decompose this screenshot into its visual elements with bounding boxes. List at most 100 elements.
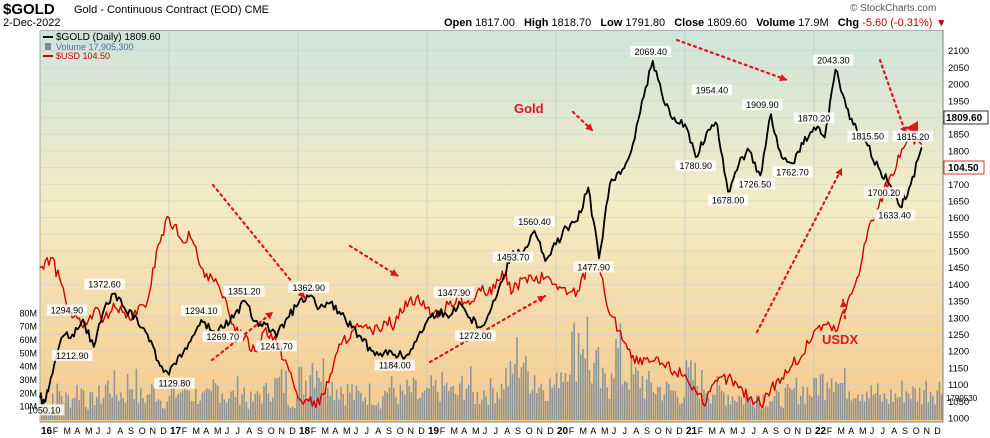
- volume-bar: [698, 398, 701, 420]
- gold-point: [555, 243, 557, 245]
- x-tick-label: F: [827, 426, 833, 436]
- volume-bar: [234, 397, 237, 420]
- price-label: 1184.00: [379, 361, 411, 371]
- usd-point: [447, 303, 450, 306]
- volume-bar: [404, 394, 406, 420]
- volume-bar: [518, 377, 520, 420]
- x-tick-label: J: [365, 426, 370, 436]
- gold-point: [103, 307, 106, 309]
- volume-bar: [806, 387, 809, 420]
- volume-bar: [322, 358, 325, 420]
- x-tick-label: D: [418, 426, 425, 436]
- x-tick-label: J: [225, 426, 230, 436]
- volume-bar: [208, 389, 210, 420]
- price-label: 2043.30: [817, 56, 850, 66]
- volume-bar: [164, 408, 166, 420]
- symbol: $GOLD: [3, 1, 55, 18]
- volume-bar: [855, 398, 857, 420]
- volume-bar: [874, 393, 877, 420]
- volume-bar: [775, 390, 778, 420]
- volume-bar: [544, 401, 547, 420]
- volume-bar: [261, 403, 263, 420]
- usd-point: [738, 387, 740, 389]
- gold-point: [44, 400, 47, 402]
- volume-bar: [236, 376, 239, 420]
- volume-bar: [364, 397, 366, 420]
- usd-point: [103, 317, 106, 319]
- volume-bar: [555, 373, 558, 420]
- volume-bar: [525, 356, 527, 420]
- x-tick-label: 22: [815, 426, 827, 437]
- volume-bar: [742, 404, 745, 420]
- volume-bar: [201, 392, 204, 420]
- volume-bar: [142, 397, 144, 420]
- volume-bar: [126, 374, 129, 420]
- volume-bar: [833, 391, 835, 420]
- volume-bar: [538, 387, 540, 420]
- gold-point: [71, 333, 73, 336]
- volume-bar: [366, 404, 369, 420]
- usd-point: [93, 310, 95, 312]
- volume-bar: [665, 381, 668, 420]
- volume-bar: [584, 358, 586, 420]
- volume-bar: [254, 393, 256, 420]
- gold-point: [125, 310, 127, 312]
- y-tick-label: 1050: [948, 397, 969, 408]
- volume-bar: [817, 395, 820, 420]
- gold-point: [351, 327, 353, 329]
- volume-bar: [280, 369, 283, 420]
- usd-point: [748, 397, 751, 399]
- volume-bar: [100, 403, 102, 420]
- x-tick-label: J: [870, 426, 875, 436]
- volume-bar: [657, 387, 659, 420]
- price-label-bg: [847, 130, 888, 142]
- usd-point: [641, 364, 643, 366]
- price-label: 1269.70: [207, 332, 240, 342]
- volume-bar: [692, 380, 694, 420]
- volume-bar: [241, 394, 243, 420]
- volume-bar: [839, 382, 842, 420]
- gold-point: [179, 354, 181, 356]
- price-chart: 1050.10 1212.90 1294.90 1372.60 1129.80 1294.…: [19, 30, 989, 437]
- volume-bar: [802, 386, 804, 420]
- volume-bar: [465, 388, 468, 420]
- usd-point: [533, 280, 536, 282]
- volume-bar: [643, 398, 646, 420]
- gold-point: [415, 340, 417, 342]
- volume-bar: [566, 381, 569, 420]
- x-tick-label: N: [537, 426, 544, 436]
- trend-arrow-head: [390, 269, 398, 276]
- volume-bar: [852, 398, 855, 420]
- trend-arrows: [210, 38, 918, 364]
- x-tick-label: A: [461, 426, 467, 436]
- x-tick-label: F: [698, 426, 704, 436]
- volume-bar: [386, 392, 388, 420]
- volume-bar: [135, 368, 138, 420]
- volume-bar: [426, 387, 428, 420]
- usd-point: [437, 317, 439, 319]
- y-tick-label: 1400: [948, 280, 969, 291]
- usd-point: [480, 290, 482, 292]
- volume-bar: [344, 405, 347, 420]
- volume-bar: [868, 398, 870, 420]
- volume-bar: [252, 401, 254, 420]
- usd-point: [662, 364, 665, 366]
- usd-point: [243, 337, 245, 339]
- x-tick-label: D: [547, 426, 554, 436]
- usd-point: [867, 230, 869, 232]
- legend-gold: $GOLD (Daily) 1809.60: [56, 32, 161, 43]
- gold-point: [759, 174, 761, 176]
- x-tick-label: F: [440, 426, 446, 436]
- volume-bar: [401, 390, 404, 420]
- volume-bar: [509, 360, 512, 420]
- volume-bar: [291, 406, 294, 420]
- y-tick-label: 2100: [948, 46, 969, 57]
- trend-arrow-head: [835, 168, 843, 176]
- volume-bar: [223, 399, 226, 420]
- volume-tick-label: 20M: [19, 388, 37, 398]
- volume-bar: [212, 379, 215, 420]
- y-tick-label: 1950: [948, 96, 969, 107]
- x-tick-label: A: [375, 426, 381, 436]
- price-label: 1780.90: [680, 161, 713, 171]
- volume-bar: [195, 388, 197, 420]
